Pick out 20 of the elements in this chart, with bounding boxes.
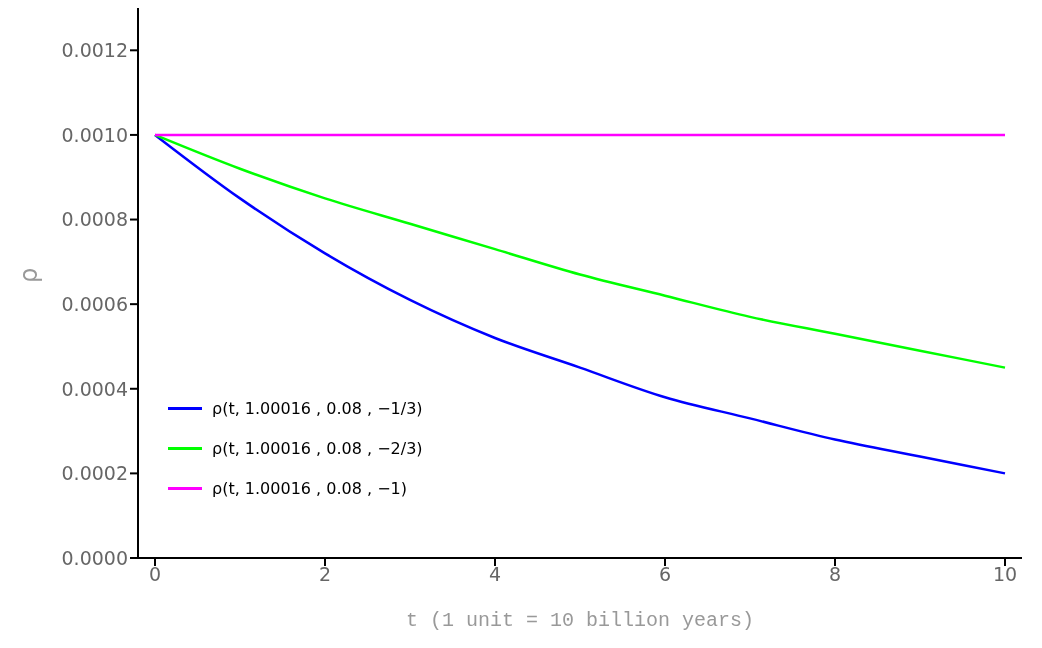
legend-label: ρ(t, 1.00016 , 0.08 , −1) [212, 478, 407, 498]
x-tick-label: 6 [658, 563, 672, 586]
y-tick-label: 0.0006 [61, 292, 128, 315]
legend-label: ρ(t, 1.00016 , 0.08 , −2/3) [212, 438, 423, 458]
x-tick-label: 10 [992, 563, 1018, 586]
line-series [153, 133, 1007, 369]
y-tick-label: 0.0000 [61, 546, 128, 569]
y-tick-label: 0.0010 [61, 123, 128, 146]
x-tick-label: 0 [148, 563, 162, 586]
y-tick-label: 0.0008 [61, 208, 128, 231]
legend-label: ρ(t, 1.00016 , 0.08 , −1/3) [212, 398, 423, 418]
x-tick-label: 8 [828, 563, 842, 586]
x-tick-label: 2 [318, 563, 332, 586]
x-tick-label: 4 [488, 563, 502, 586]
line-series [153, 133, 1007, 475]
y-tick-label: 0.0012 [61, 39, 128, 62]
y-axis-title: ρ [14, 267, 43, 283]
y-tick-label: 0.0004 [61, 377, 128, 400]
x-axis-title: t (1 unit = 10 billion years) [405, 609, 755, 632]
y-tick-label: 0.0002 [61, 462, 128, 485]
